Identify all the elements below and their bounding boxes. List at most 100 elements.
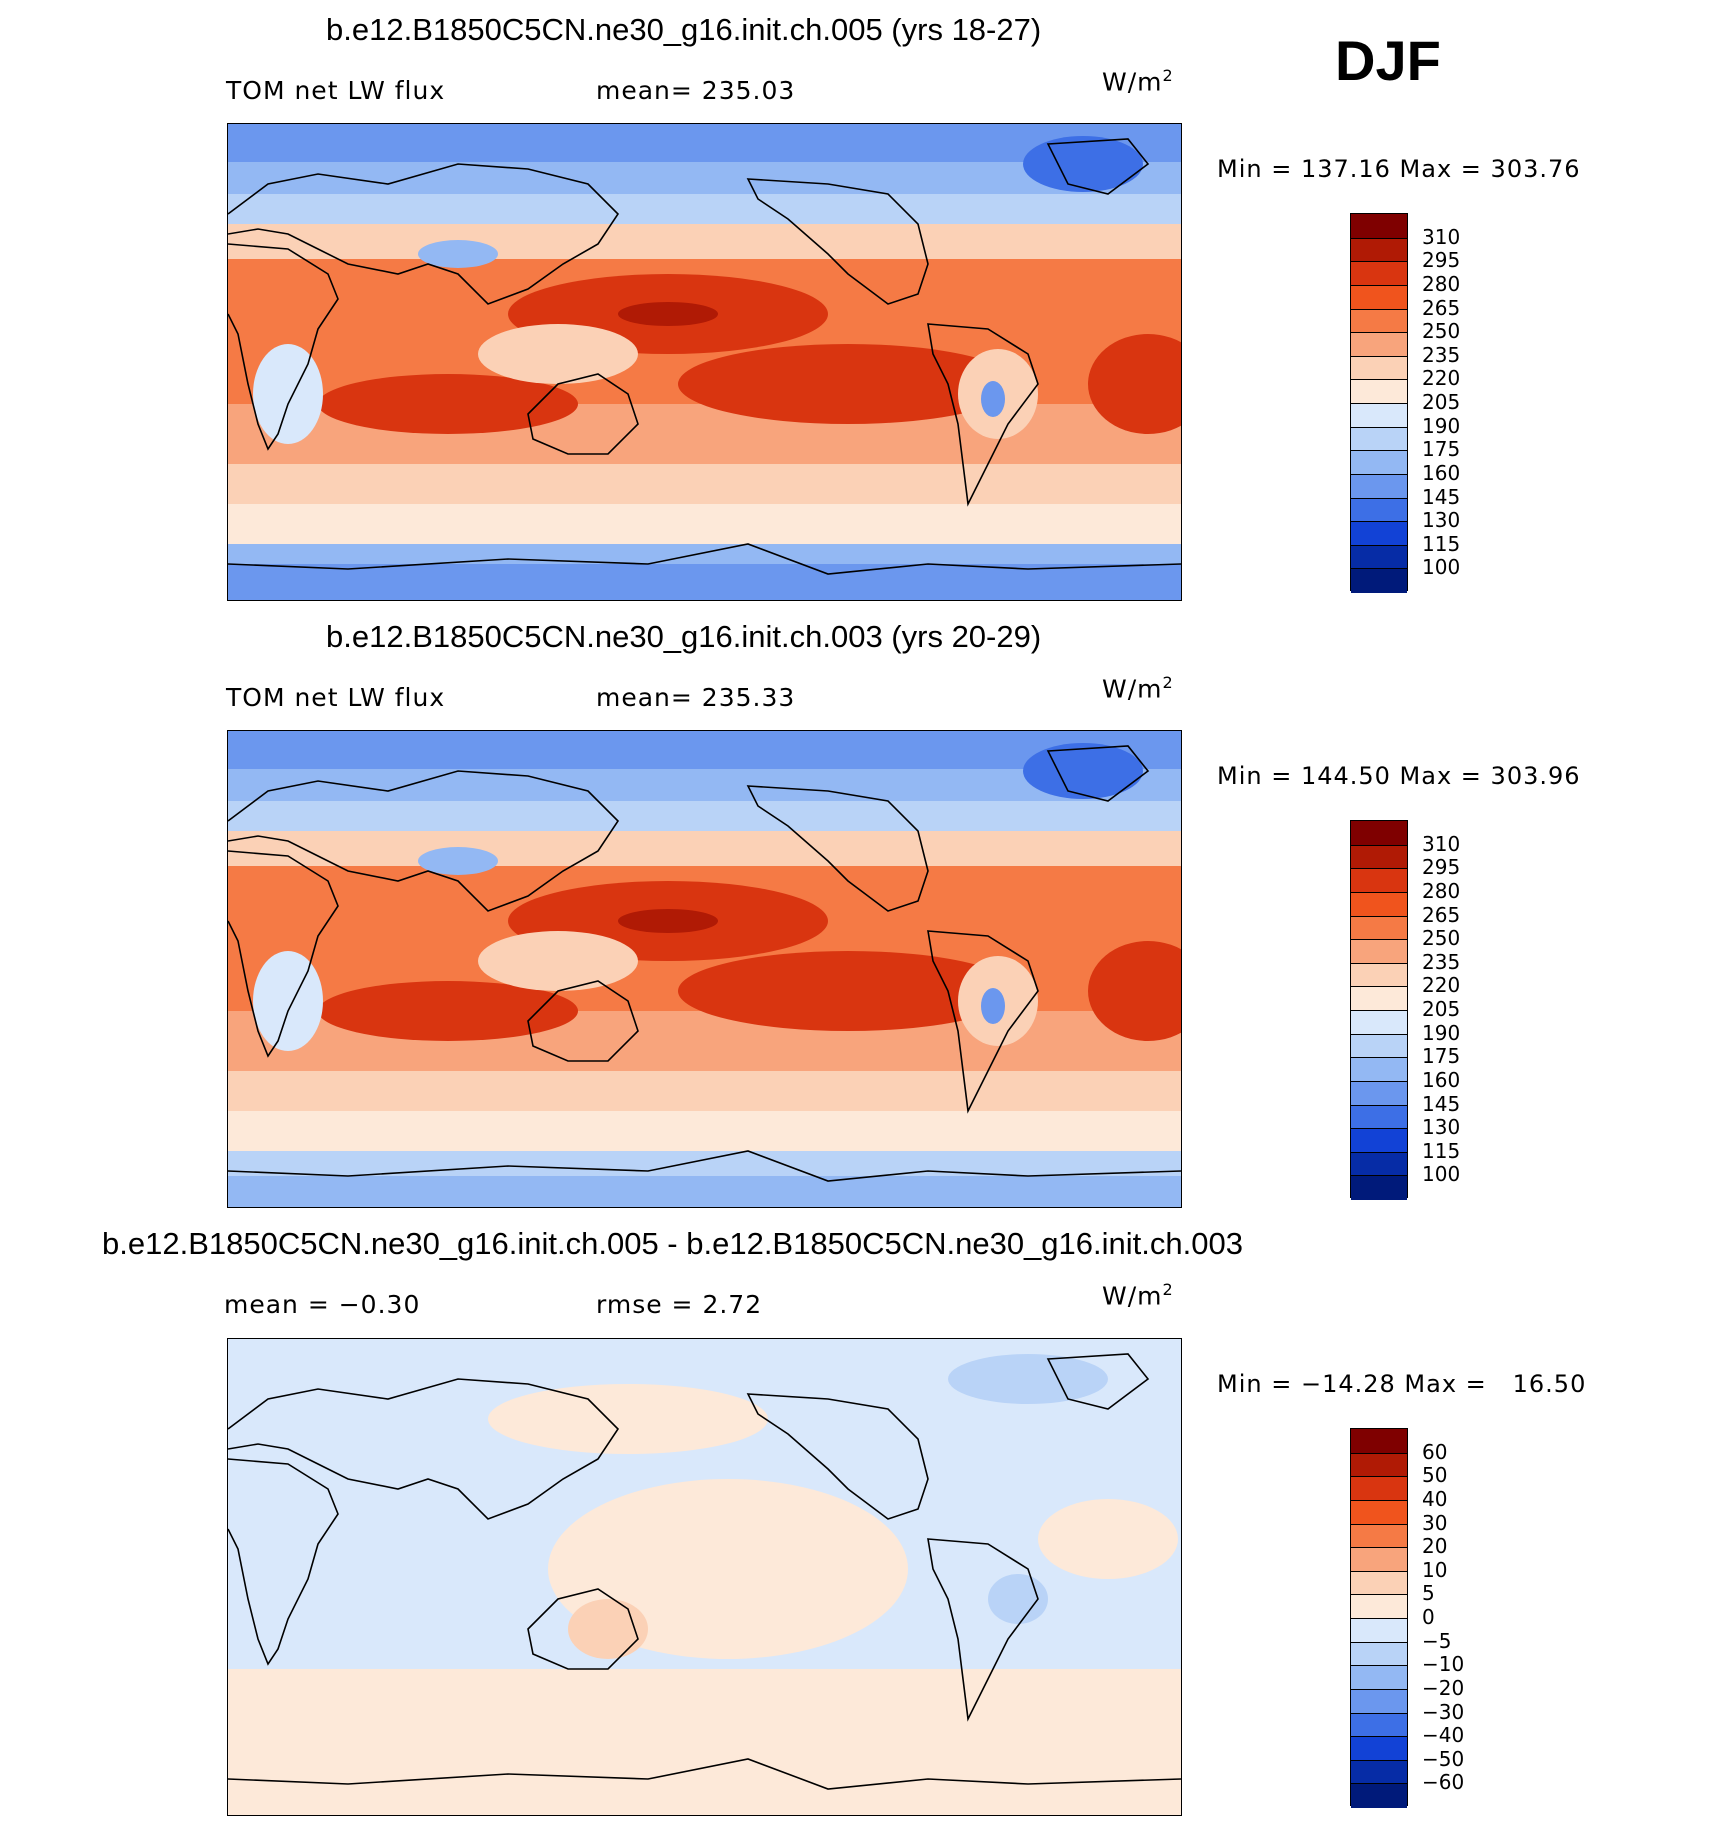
- panel3-map: [227, 1338, 1182, 1816]
- panel3-coast-samerica: [927, 1538, 1039, 1722]
- panel2-colorbar: 310 295 280 265 250 235 220 205 190 175 160 145 130 1…: [1350, 820, 1460, 1200]
- colorbar-tick-label: 190: [1422, 413, 1461, 438]
- colorbar-tick-label: 130: [1422, 508, 1461, 533]
- panel1-title: b.e12.B1850C5CN.ne30_g16.init.ch.005 (yr…: [326, 12, 1042, 47]
- colorbar-tick-label: 220: [1422, 366, 1461, 391]
- colorbar-box: [1351, 1151, 1407, 1177]
- colorbar-box: [1351, 1429, 1407, 1453]
- colorbar-tick-label: −50: [1422, 1746, 1465, 1771]
- panel1-units: W/m2: [1102, 66, 1174, 96]
- colorbar-tick-label: 220: [1422, 973, 1461, 998]
- panel2-arctic-band2: [228, 769, 1181, 803]
- panel1-nh-subtropic: [228, 224, 1181, 264]
- colorbar-tick-label: 100: [1422, 555, 1461, 580]
- panel1-subarctic-band: [228, 194, 1181, 224]
- colorbar-tick-label: 50: [1422, 1463, 1448, 1488]
- panel1-arctic-band2: [228, 162, 1181, 196]
- colorbar-tick-label: 280: [1422, 271, 1461, 296]
- panel3-colorbar: 60 50 40 30 20 10 5 0 −5 −10 −20 −30 −40 −50 −60: [1350, 1428, 1464, 1808]
- colorbar-box: [1351, 1570, 1407, 1596]
- colorbar-tick-label: −10: [1422, 1652, 1465, 1677]
- panel2-units-exp: 2: [1162, 673, 1174, 692]
- colorbar-box: [1351, 844, 1407, 870]
- panel2-title: b.e12.B1850C5CN.ne30_g16.init.ch.003 (yr…: [326, 619, 1042, 654]
- colorbar-box: [1351, 284, 1407, 310]
- colorbar-tick-label: 145: [1422, 1091, 1461, 1116]
- panel2-variable: TOM net LW flux: [226, 683, 446, 712]
- panel2-coast-namerica: [746, 785, 929, 912]
- panel1-africa-low: [253, 344, 323, 444]
- panel1-maritime-low: [478, 324, 638, 384]
- panel1-tibet-low: [418, 240, 498, 268]
- panel3-npac-neg: [948, 1354, 1108, 1404]
- colorbar-box: [1351, 1104, 1407, 1130]
- colorbar-box: [1351, 939, 1407, 964]
- panel2-coast-africa: [228, 850, 339, 1058]
- panel1-sio-max: [318, 374, 578, 434]
- colorbar-box: [1351, 915, 1407, 941]
- panel1-units-base: W/m: [1102, 67, 1163, 97]
- colorbar-box: [1351, 521, 1407, 546]
- colorbar-tick-label: 5: [1422, 1581, 1435, 1606]
- panel2-subarctic-band: [228, 801, 1181, 831]
- panel3-units: W/m2: [1102, 1280, 1174, 1310]
- panel2-sio-max: [318, 981, 578, 1041]
- panel1-minmax: Min = 137.16 Max = 303.76: [1217, 155, 1581, 183]
- colorbar-tick-label: −30: [1422, 1699, 1465, 1724]
- panel3-natl-positive: [1038, 1499, 1178, 1579]
- colorbar-box: [1351, 332, 1407, 357]
- panel1-variable: TOM net LW flux: [226, 76, 446, 105]
- panel3-coast-antarctica: [228, 1758, 1181, 1790]
- colorbar-tick-label: 265: [1422, 902, 1461, 927]
- panel2-coastlines: [228, 745, 1181, 1182]
- panel2-coast-greenland: [1046, 745, 1150, 802]
- colorbar-box: [1351, 237, 1407, 263]
- panel1-mean: mean= 235.03: [596, 76, 796, 105]
- colorbar-tick-label: 30: [1422, 1510, 1448, 1535]
- panel2-colorbar-boxes: [1350, 820, 1408, 1200]
- colorbar-tick-label: 265: [1422, 295, 1461, 320]
- panel3-mean: mean = −0.30: [224, 1290, 421, 1319]
- panel1-colorbar: 310 295 280 265 250 235 220 205 190 175 160 145 130 1…: [1350, 213, 1460, 593]
- colorbar-box: [1351, 1010, 1407, 1035]
- colorbar-box: [1351, 868, 1407, 893]
- colorbar-tick-label: 310: [1422, 831, 1461, 856]
- panel2-coast-eurasia: [228, 770, 620, 912]
- colorbar-box: [1351, 962, 1407, 988]
- panel3-coast-africa: [228, 1458, 339, 1666]
- panel1-spac-max: [678, 344, 1018, 424]
- colorbar-box: [1351, 821, 1407, 845]
- colorbar-tick-label: 235: [1422, 342, 1461, 367]
- colorbar-box: [1351, 986, 1407, 1011]
- panel1-coast-australia: [527, 373, 639, 455]
- colorbar-box: [1351, 1641, 1407, 1667]
- panel1-coast-africa: [228, 243, 339, 451]
- colorbar-tick-label: 115: [1422, 1138, 1461, 1163]
- panel2-tibet-low: [418, 847, 498, 875]
- panel1-coastlines: [228, 138, 1181, 575]
- panel2-sh-mid: [228, 1071, 1181, 1111]
- panel3-map-svg: [228, 1339, 1181, 1815]
- colorbar-box: [1351, 1759, 1407, 1785]
- panel2-map: [227, 730, 1182, 1208]
- colorbar-box: [1351, 450, 1407, 475]
- panel1-arctic-band: [228, 124, 1181, 164]
- panel2-nh-subtropic: [228, 831, 1181, 871]
- colorbar-tick-label: 0: [1422, 1605, 1435, 1629]
- colorbar-tick-label: 250: [1422, 926, 1461, 951]
- colorbar-box: [1351, 1175, 1407, 1200]
- colorbar-tick-label: −20: [1422, 1675, 1465, 1700]
- panel1-npac-core: [618, 302, 718, 326]
- panel2-antarctic-inner: [228, 1176, 1181, 1207]
- colorbar-tick-label: 115: [1422, 531, 1461, 556]
- colorbar-box: [1351, 1128, 1407, 1153]
- colorbar-tick-label: 145: [1422, 484, 1461, 509]
- panel1-satl-max: [1088, 334, 1181, 434]
- colorbar-tick-label: 130: [1422, 1115, 1461, 1140]
- panel2-mean: mean= 235.33: [596, 683, 796, 712]
- panel3-minmax: Min = −14.28 Max = 16.50: [1217, 1370, 1587, 1398]
- panel3-coast-greenland: [1046, 1353, 1150, 1410]
- panel2-greenland-low: [1023, 743, 1143, 799]
- colorbar-box: [1351, 1594, 1407, 1619]
- colorbar-box: [1351, 403, 1407, 428]
